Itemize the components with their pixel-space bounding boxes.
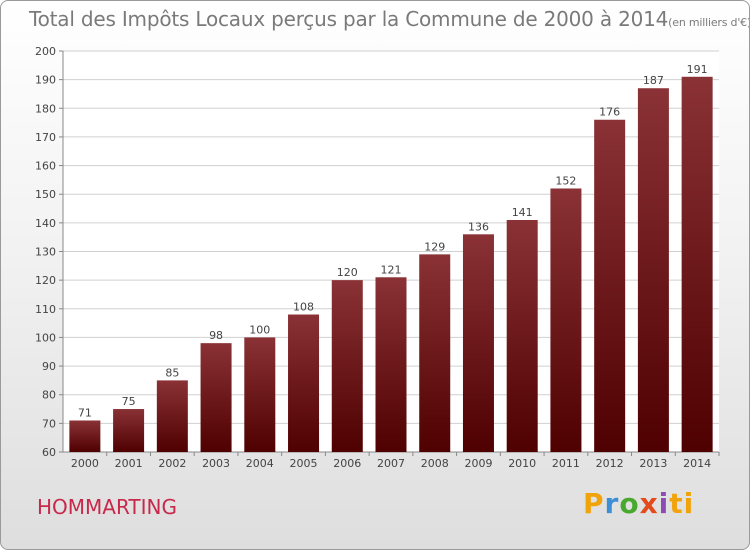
value-label-2007: 121: [381, 263, 402, 276]
value-label-2010: 141: [512, 206, 533, 219]
chart-title: Total des Impôts Locaux perçus par la Co…: [29, 7, 750, 31]
y-tick-label: 190: [35, 74, 56, 87]
bar-2006: [331, 280, 363, 452]
y-tick-label: 60: [42, 446, 56, 459]
y-tick-label: 150: [35, 188, 56, 201]
y-tick-label: 140: [35, 217, 56, 230]
x-tick-label-2006: 2006: [333, 457, 361, 470]
value-label-2004: 100: [249, 323, 270, 336]
x-tick-label-2003: 2003: [202, 457, 230, 470]
y-tick-label: 80: [42, 389, 56, 402]
x-tick-label-2008: 2008: [421, 457, 449, 470]
bar-2003: [200, 343, 232, 452]
bar-2004: [244, 337, 276, 452]
unit-note: (en milliers d'€): [668, 16, 750, 29]
value-label-2001: 75: [122, 395, 136, 408]
bar-2002: [156, 380, 188, 452]
y-tick-label: 180: [35, 102, 56, 115]
x-tick-label-2009: 2009: [464, 457, 492, 470]
bar-2000: [69, 420, 101, 452]
bar-2010: [506, 219, 538, 452]
x-tick-label-2014: 2014: [683, 457, 711, 470]
bar-2009: [462, 234, 494, 452]
bar-2014: [681, 76, 713, 453]
y-tick-label: 170: [35, 131, 56, 144]
y-tick-label: 110: [35, 303, 56, 316]
value-label-2005: 108: [293, 301, 314, 314]
x-tick-label-2001: 2001: [115, 457, 143, 470]
bar-2007: [375, 277, 407, 452]
y-tick-label: 100: [35, 331, 56, 344]
proxiti-logo: Proxiti: [583, 487, 695, 520]
value-label-2003: 98: [209, 329, 223, 342]
x-tick-label-2007: 2007: [377, 457, 405, 470]
bar-2012: [594, 119, 626, 452]
y-tick-label: 120: [35, 274, 56, 287]
x-tick-label-2002: 2002: [158, 457, 186, 470]
bar-2011: [550, 188, 582, 452]
bar-2013: [637, 88, 669, 452]
y-tick-label: 160: [35, 160, 56, 173]
value-label-2011: 152: [555, 174, 576, 187]
bar-2008: [419, 254, 451, 452]
x-tick-label-2012: 2012: [596, 457, 624, 470]
value-label-2000: 71: [78, 406, 92, 419]
bar-2001: [113, 409, 145, 452]
bar-2005: [288, 314, 320, 452]
y-tick-label: 200: [35, 45, 56, 58]
title-text: Total des Impôts Locaux perçus par la Co…: [29, 7, 669, 31]
value-label-2006: 120: [337, 266, 358, 279]
y-tick-label: 130: [35, 246, 56, 259]
y-tick-label: 90: [42, 360, 56, 373]
x-tick-label-2004: 2004: [246, 457, 274, 470]
x-tick-label-2010: 2010: [508, 457, 536, 470]
value-label-2008: 129: [424, 240, 445, 253]
value-label-2014: 191: [687, 63, 708, 76]
x-tick-label-2011: 2011: [552, 457, 580, 470]
x-tick-label-2013: 2013: [639, 457, 667, 470]
value-label-2012: 176: [599, 106, 620, 119]
x-tick-label-2000: 2000: [71, 457, 99, 470]
value-label-2009: 136: [468, 220, 489, 233]
value-label-2002: 85: [165, 366, 179, 379]
commune-name: HOMMARTING: [37, 495, 177, 519]
x-tick-label-2005: 2005: [290, 457, 318, 470]
y-tick-label: 70: [42, 417, 56, 430]
value-label-2013: 187: [643, 74, 664, 87]
